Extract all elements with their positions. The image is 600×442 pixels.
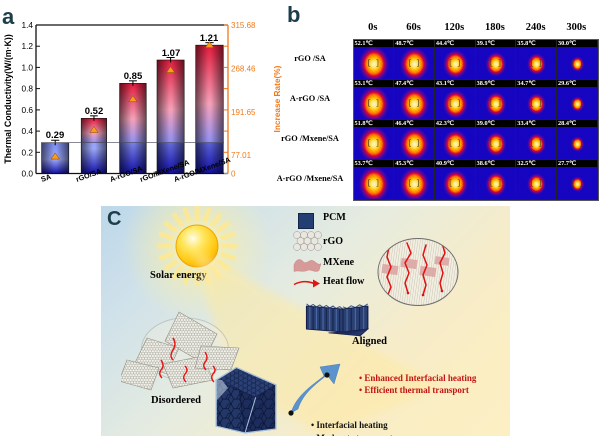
svg-text:268.46: 268.46 bbox=[231, 64, 256, 73]
svg-text:0.0: 0.0 bbox=[21, 169, 33, 179]
svg-text:1.0: 1.0 bbox=[21, 62, 33, 72]
svg-text:315.68: 315.68 bbox=[231, 21, 256, 30]
svg-text:1.07: 1.07 bbox=[162, 48, 181, 59]
svg-text:0.8: 0.8 bbox=[21, 84, 33, 94]
svg-text:191.65: 191.65 bbox=[231, 108, 256, 117]
svg-text:1.2: 1.2 bbox=[21, 41, 33, 51]
svg-text:Thermal Conductivity(W/(m·K)): Thermal Conductivity(W/(m·K)) bbox=[3, 34, 13, 164]
svg-text:0.29: 0.29 bbox=[46, 130, 65, 141]
svg-text:0.52: 0.52 bbox=[85, 106, 104, 117]
svg-text:1.4: 1.4 bbox=[21, 20, 33, 30]
svg-text:0.6: 0.6 bbox=[21, 105, 33, 115]
svg-text:0.2: 0.2 bbox=[21, 147, 33, 157]
svg-text:77.01: 77.01 bbox=[231, 151, 252, 160]
svg-text:1.21: 1.21 bbox=[200, 33, 219, 44]
svg-text:0.85: 0.85 bbox=[124, 71, 143, 82]
svg-text:0: 0 bbox=[231, 170, 236, 179]
svg-text:0.4: 0.4 bbox=[21, 126, 33, 136]
